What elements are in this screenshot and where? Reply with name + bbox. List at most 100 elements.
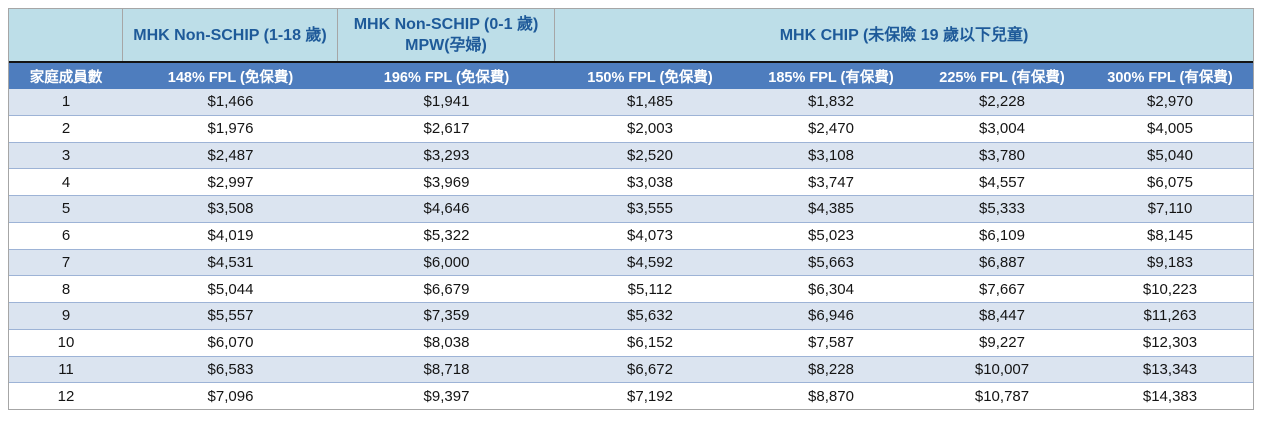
income-value-cell: $3,555 <box>627 200 673 218</box>
income-value-cell: $6,679 <box>423 280 470 298</box>
household-size-cell: 10 <box>57 334 75 352</box>
household-size-cell: 7 <box>61 253 71 271</box>
table-row: 1 $1,466 $1,941 $1,485 $1,832 $2,228 $2,970 <box>9 89 1253 116</box>
income-value-cell: $3,004 <box>979 120 1025 138</box>
column-header-185-fpl: 185% FPL (有保費) <box>768 69 894 86</box>
income-value-cell: $7,667 <box>979 280 1025 298</box>
income-value-cell: $6,583 <box>207 360 254 378</box>
column-header-300-fpl: 300% FPL (有保費) <box>1107 69 1233 86</box>
group-header-blank <box>9 9 123 61</box>
income-value-cell: $10,223 <box>1142 280 1198 298</box>
income-value-cell: $5,040 <box>1147 146 1193 164</box>
income-value-cell: $10,787 <box>974 387 1030 405</box>
column-header-225-fpl: 225% FPL (有保費) <box>939 69 1065 86</box>
income-value-cell: $6,946 <box>808 307 854 325</box>
income-value-cell: $8,145 <box>1147 227 1193 245</box>
column-header-196-fpl: 196% FPL (免保費) <box>383 69 510 86</box>
table-row: 6 $4,019 $5,322 $4,073 $5,023 $6,109 $8,145 <box>9 222 1253 250</box>
income-value-cell: $5,322 <box>423 227 470 245</box>
income-value-cell: $4,646 <box>423 200 470 218</box>
income-value-cell: $2,617 <box>423 120 470 138</box>
income-value-cell: $3,108 <box>808 146 854 164</box>
group-header-non-schip-1-18: MHK Non-SCHIP (1-18 歲) <box>123 9 338 61</box>
income-value-cell: $6,672 <box>627 360 673 378</box>
income-value-cell: $2,470 <box>808 120 854 138</box>
household-size-cell: 5 <box>61 200 71 218</box>
header-divider-line <box>9 61 1253 63</box>
table-row: 4 $2,997 $3,969 $3,038 $3,747 $4,557 $6,075 <box>9 169 1253 196</box>
table-row: 12 $7,096 $9,397 $7,192 $8,870 $10,787 $14,383 <box>9 383 1253 409</box>
income-value-cell: $3,969 <box>423 173 470 191</box>
income-value-cell: $8,870 <box>808 387 854 405</box>
group-header-non-schip-0-1-line2: MPW(孕婦) <box>405 37 487 54</box>
table-body: 1 $1,466 $1,941 $1,485 $1,832 $2,228 $2,970 2 $1… <box>9 89 1253 409</box>
group-header-chip-label: MHK CHIP (未保險 19 歲以下兒童) <box>779 26 1029 44</box>
household-size-cell: 11 <box>58 360 74 378</box>
household-size-cell: 8 <box>61 280 71 298</box>
table-row: 2 $1,976 $2,617 $2,003 $2,470 $3,004 $4,005 <box>9 115 1253 143</box>
income-value-cell: $9,397 <box>423 387 470 405</box>
household-size-cell: 4 <box>61 173 71 191</box>
income-limit-table: MHK Non-SCHIP (1-18 歲) MHK Non-SCHIP (0-… <box>8 8 1254 410</box>
income-value-cell: $4,592 <box>627 253 673 271</box>
household-size-cell: 12 <box>57 387 75 405</box>
household-size-cell: 9 <box>61 307 71 325</box>
income-value-cell: $1,976 <box>207 120 254 138</box>
income-value-cell: $1,466 <box>207 93 254 111</box>
group-header-non-schip-0-1: MHK Non-SCHIP (0-1 歲) MPW(孕婦) <box>338 9 555 61</box>
income-value-cell: $6,887 <box>979 253 1025 271</box>
income-value-cell: $5,023 <box>808 227 854 245</box>
table-row: 3 $2,487 $3,293 $2,520 $3,108 $3,780 $5,040 <box>9 142 1253 170</box>
column-header-148-fpl: 148% FPL (免保費) <box>167 69 294 86</box>
group-header-non-schip-0-1-line1: MHK Non-SCHIP (0-1 歲) <box>353 16 539 33</box>
income-value-cell: $3,780 <box>979 146 1025 164</box>
table-row: 8 $5,044 $6,679 $5,112 $6,304 $7,667 $10,223 <box>9 276 1253 303</box>
income-value-cell: $1,832 <box>808 93 854 111</box>
group-header-non-schip-1-18-label: MHK Non-SCHIP (1-18 歲) <box>133 26 327 44</box>
income-value-cell: $6,075 <box>1147 173 1193 191</box>
income-value-cell: $6,000 <box>423 253 470 271</box>
table-row: 7 $4,531 $6,000 $4,592 $5,663 $6,887 $9,183 <box>9 249 1253 277</box>
household-size-cell: 6 <box>61 227 71 245</box>
income-value-cell: $7,587 <box>808 334 854 352</box>
income-value-cell: $4,385 <box>808 200 854 218</box>
column-header-row: 家庭成員數 148% FPL (免保費) 196% FPL (免保費) 150%… <box>9 63 1253 89</box>
income-value-cell: $6,152 <box>627 334 673 352</box>
income-value-cell: $2,997 <box>207 173 254 191</box>
household-size-cell: 1 <box>61 93 71 111</box>
income-value-cell: $8,447 <box>979 307 1025 325</box>
table-row: 5 $3,508 $4,646 $3,555 $4,385 $5,333 $7,110 <box>9 196 1253 223</box>
income-value-cell: $2,228 <box>979 93 1025 111</box>
income-value-cell: $6,070 <box>207 334 254 352</box>
income-value-cell: $8,228 <box>808 360 854 378</box>
income-value-cell: $7,192 <box>627 387 673 405</box>
income-value-cell: $5,044 <box>207 280 254 298</box>
income-value-cell: $10,007 <box>974 360 1030 378</box>
income-value-cell: $3,293 <box>423 146 470 164</box>
table-row: 9 $5,557 $7,359 $5,632 $6,946 $8,447 $11,263 <box>9 303 1253 330</box>
income-value-cell: $5,557 <box>207 307 254 325</box>
income-value-cell: $4,531 <box>207 253 254 271</box>
income-value-cell: $2,003 <box>627 120 673 138</box>
household-size-cell: 2 <box>61 120 71 138</box>
household-size-cell: 3 <box>61 146 71 164</box>
income-value-cell: $8,038 <box>423 334 470 352</box>
income-value-cell: $13,343 <box>1142 360 1198 378</box>
income-value-cell: $11,263 <box>1143 307 1197 325</box>
income-value-cell: $5,663 <box>808 253 854 271</box>
income-value-cell: $2,487 <box>207 146 254 164</box>
income-value-cell: $2,970 <box>1147 93 1193 111</box>
income-value-cell: $2,520 <box>627 146 673 164</box>
income-value-cell: $5,112 <box>627 280 673 298</box>
income-value-cell: $6,109 <box>979 227 1025 245</box>
income-value-cell: $7,096 <box>207 387 254 405</box>
column-header-150-fpl: 150% FPL (免保費) <box>587 69 713 86</box>
income-value-cell: $4,005 <box>1147 120 1193 138</box>
income-value-cell: $1,941 <box>423 93 470 111</box>
income-value-cell: $7,110 <box>1147 200 1193 218</box>
table-row: 10 $6,070 $8,038 $6,152 $7,587 $9,227 $12,303 <box>9 329 1253 357</box>
income-value-cell: $5,333 <box>979 200 1025 218</box>
income-value-cell: $9,183 <box>1147 253 1193 271</box>
income-value-cell: $7,359 <box>423 307 470 325</box>
